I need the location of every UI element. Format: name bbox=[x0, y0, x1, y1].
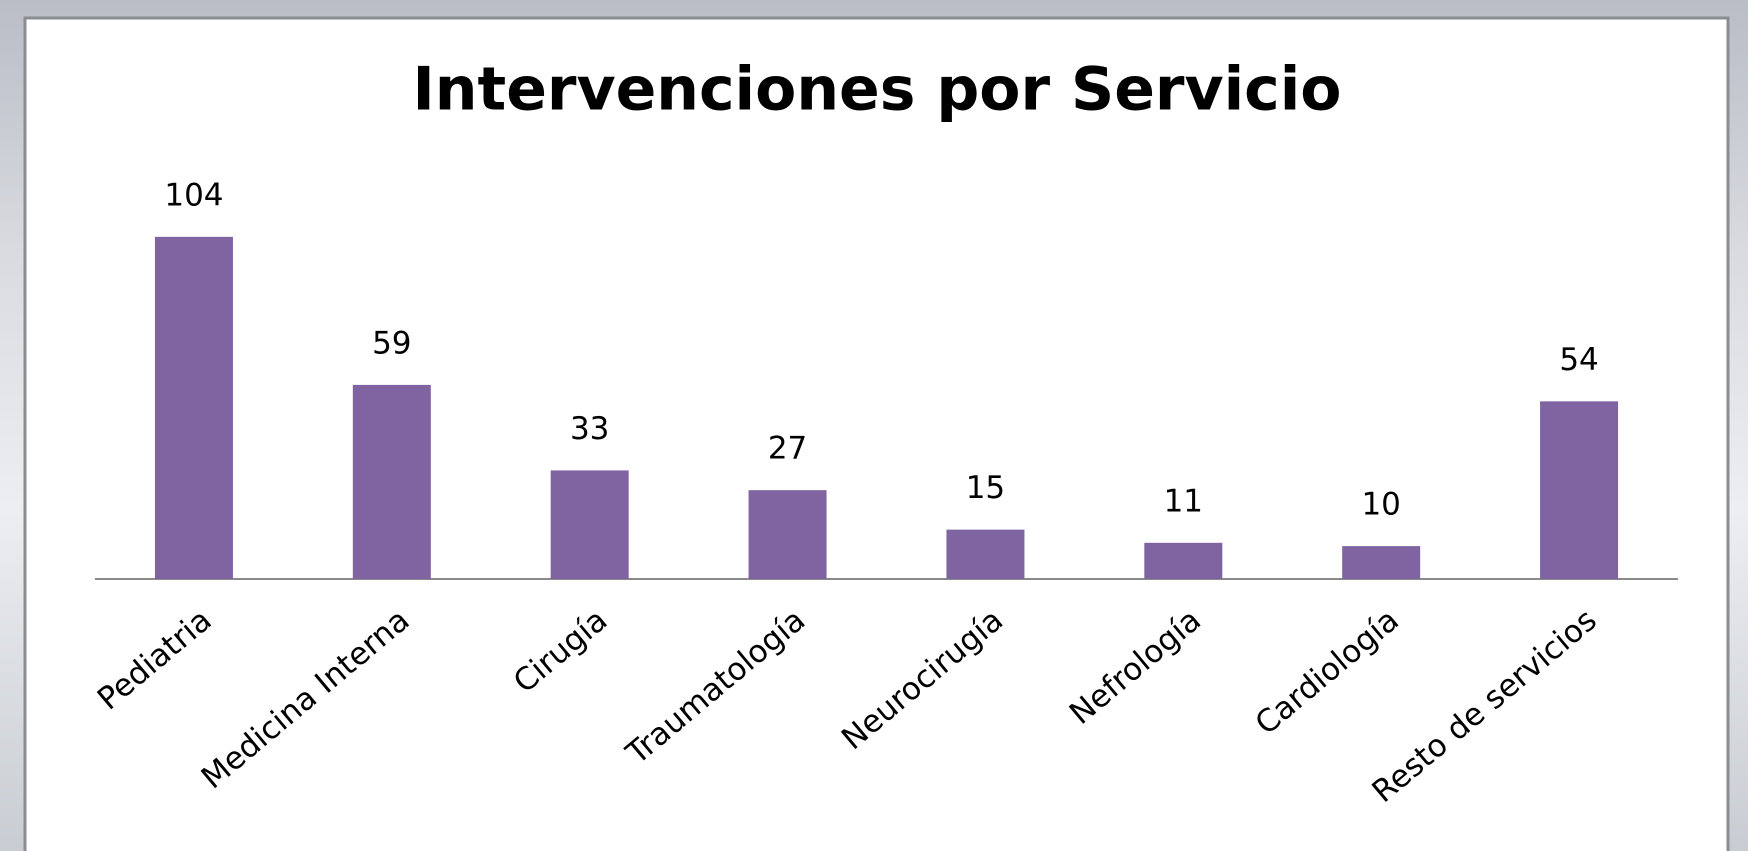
data-label: 59 bbox=[372, 325, 411, 361]
data-label: 10 bbox=[1361, 487, 1400, 523]
bar bbox=[1540, 401, 1619, 579]
data-label: 27 bbox=[768, 431, 807, 467]
bar bbox=[748, 490, 827, 579]
bar bbox=[946, 529, 1025, 579]
bar bbox=[550, 470, 629, 579]
bar bbox=[352, 384, 431, 579]
data-label: 33 bbox=[570, 411, 609, 447]
bar bbox=[1342, 546, 1421, 579]
bar bbox=[1144, 542, 1223, 579]
bar bbox=[154, 236, 233, 579]
chart-panel bbox=[23, 16, 1730, 851]
data-label: 11 bbox=[1164, 483, 1203, 519]
data-label: 54 bbox=[1559, 342, 1598, 378]
data-label: 104 bbox=[164, 177, 223, 213]
data-label: 15 bbox=[966, 470, 1005, 506]
chart-title: Intervenciones por Servicio bbox=[412, 55, 1341, 125]
